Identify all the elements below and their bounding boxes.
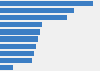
Bar xyxy=(0,36,38,42)
Bar xyxy=(0,8,74,13)
Bar xyxy=(0,1,93,6)
Bar xyxy=(0,29,40,35)
Bar xyxy=(0,58,32,63)
Bar xyxy=(0,22,42,27)
Bar xyxy=(0,65,13,70)
Bar xyxy=(0,51,34,56)
Bar xyxy=(0,15,67,20)
Bar xyxy=(0,44,36,49)
